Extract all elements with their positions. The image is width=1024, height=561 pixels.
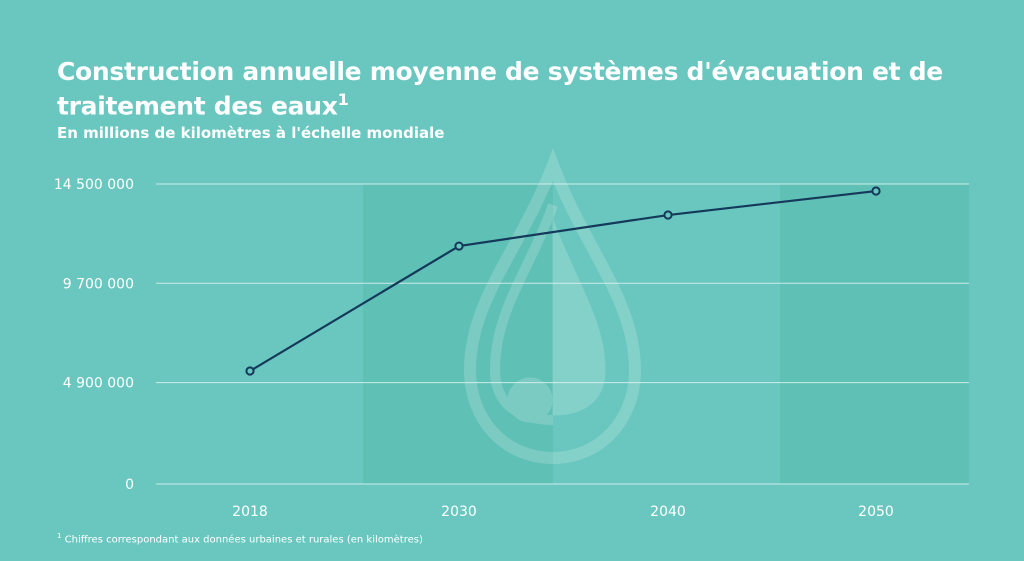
chart-subtitle: En millions de kilomètres à l'échelle mo… [57,124,445,142]
x-tick-label: 2018 [232,504,268,520]
chart-title: Construction annuelle moyenne de système… [57,57,957,121]
x-tick-label: 2040 [650,504,686,520]
chart-title-text: Construction annuelle moyenne de système… [57,57,943,121]
footnote: 1 Chiffres correspondant aux données urb… [57,532,423,545]
data-point [245,366,255,376]
footnote-marker: 1 [57,532,62,540]
x-tick-label: 2050 [858,504,894,520]
water-drop-icon [463,148,642,465]
y-tick-label: 9 700 000 [63,276,134,292]
series-line [249,189,877,372]
data-point [663,210,673,220]
background-band [363,184,553,484]
data-point [871,186,881,196]
background-band [780,184,969,484]
data-point [454,241,464,251]
y-tick-label: 14 500 000 [54,177,134,193]
x-tick-label: 2030 [441,504,477,520]
y-tick-label: 4 900 000 [63,376,134,392]
title-footnote-marker: 1 [337,90,349,109]
y-tick-label: 0 [125,477,134,493]
footnote-text: Chiffres correspondant aux données urbai… [64,534,423,546]
